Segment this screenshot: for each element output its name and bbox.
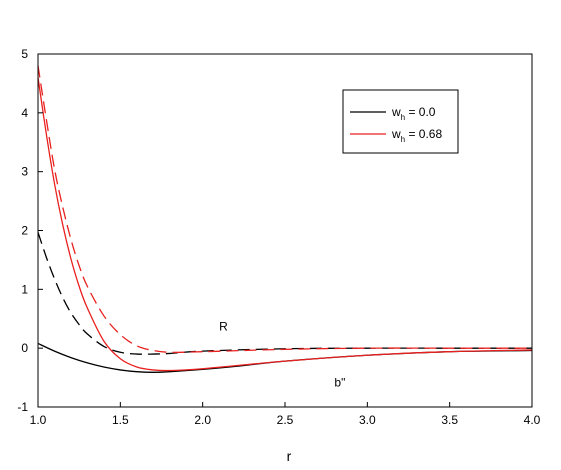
series-line-r-wh-068: [37, 65, 532, 353]
y-tick-label: 4: [21, 106, 28, 120]
y-tick-label: 0: [21, 341, 28, 355]
annotation-b-label: b": [334, 375, 345, 389]
series-line-r-wh-0: [37, 232, 532, 355]
y-tick-label: 2: [21, 224, 28, 238]
legend-box: [342, 89, 459, 154]
x-tick-label: 3.0: [359, 413, 376, 427]
y-tick-label: 1: [21, 282, 28, 296]
legend: wh = 0.0 wh = 0.68: [342, 89, 459, 154]
x-tick-label: 1.0: [30, 413, 47, 427]
x-tick-label: 3.5: [441, 413, 458, 427]
x-axis-title: r: [287, 448, 292, 464]
y-tick-label: -1: [17, 400, 28, 414]
x-tick-label: 4.0: [524, 413, 541, 427]
series-line-b-wh-068: [37, 77, 533, 372]
y-tick-label: 5: [21, 47, 28, 61]
x-tick-label: 2.0: [194, 413, 211, 427]
x-tick-label: 1.5: [112, 413, 129, 427]
legend-label-wh-068: wh = 0.68: [391, 127, 442, 144]
y-tick-label: 3: [21, 165, 28, 179]
series-layer: [37, 65, 533, 373]
ticks-layer: 1.0 1.5 2.0 2.5 3.0 3.5 4.0 -1 0 1 2 3 4 5: [17, 47, 540, 427]
legend-label-wh-0: wh = 0.0: [391, 105, 436, 122]
annotation-r-label: R: [219, 320, 228, 334]
x-tick-label: 2.5: [277, 413, 294, 427]
